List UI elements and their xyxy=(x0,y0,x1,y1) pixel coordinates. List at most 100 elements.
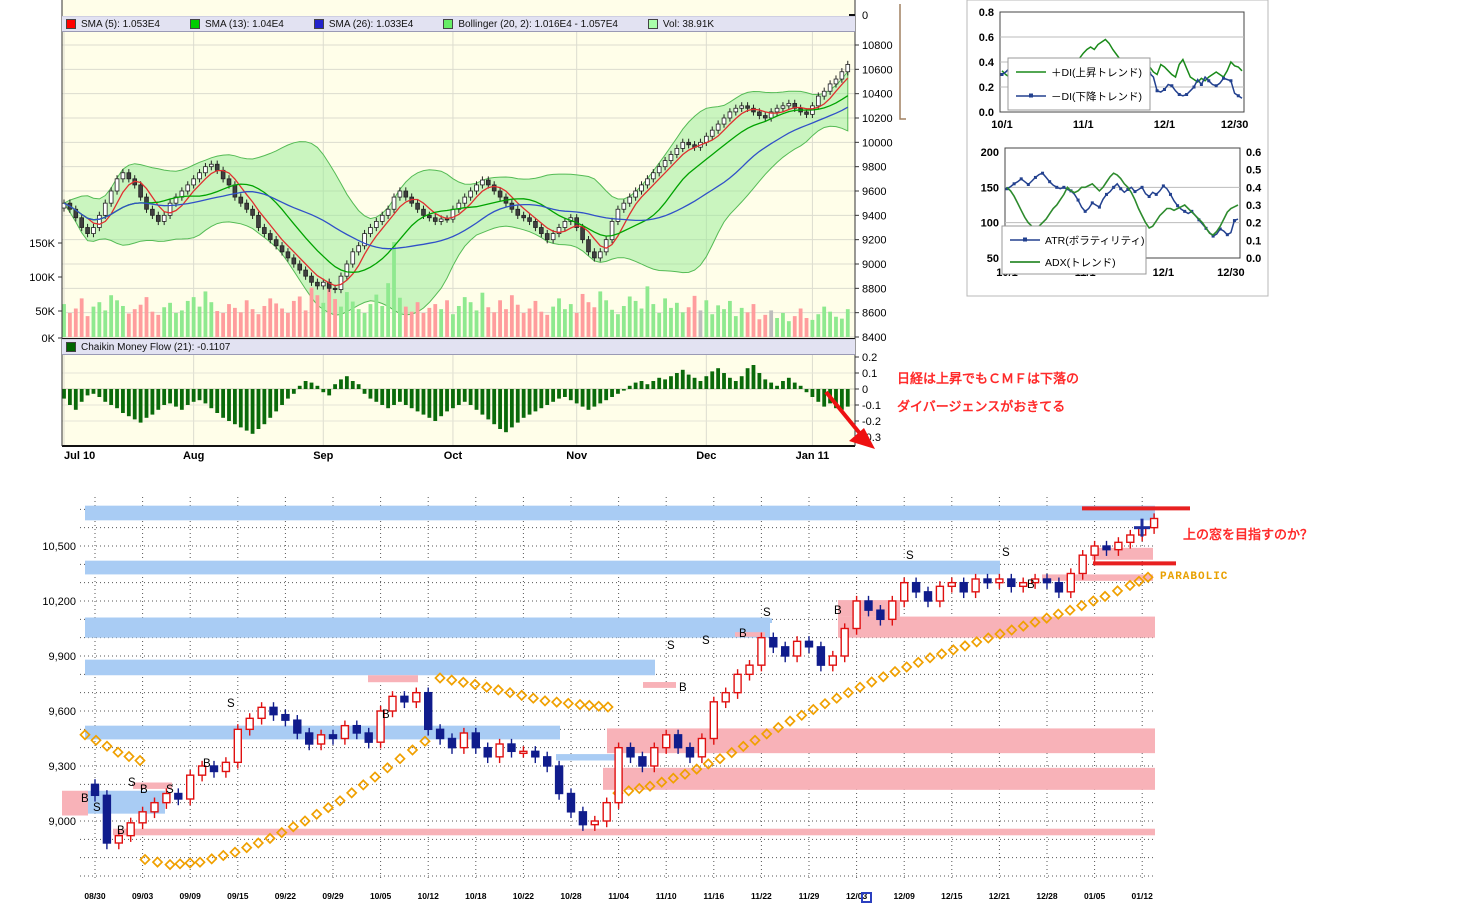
candle xyxy=(344,263,350,277)
volume-bar xyxy=(162,307,167,337)
candle xyxy=(614,746,623,804)
volume-bar xyxy=(533,300,538,337)
cmf-bar xyxy=(162,389,167,405)
axis-label: 0.1 xyxy=(1246,235,1261,247)
signal-B: B xyxy=(382,709,390,721)
cmf-bar xyxy=(138,389,143,423)
candle xyxy=(792,103,798,109)
sar-dot xyxy=(947,644,960,656)
candle xyxy=(845,64,851,73)
volume-bar xyxy=(769,310,774,337)
divergence-note-line2: ダイバージェンスがおきてる xyxy=(897,399,1066,414)
candle xyxy=(203,166,208,174)
candle xyxy=(592,251,597,259)
month-label: Aug xyxy=(183,450,204,462)
pink-band xyxy=(62,790,88,816)
candle xyxy=(668,154,674,161)
candle xyxy=(852,600,861,630)
cmf-bar xyxy=(674,373,679,389)
pink-band xyxy=(603,767,1155,790)
candle xyxy=(947,581,956,588)
candle xyxy=(626,746,635,758)
cmf-bar xyxy=(103,389,108,402)
candle xyxy=(900,581,909,602)
sar-dot xyxy=(1124,579,1136,592)
sar-dot xyxy=(492,684,505,696)
axis-label: 0K xyxy=(42,333,56,345)
cmf-bar xyxy=(327,389,332,396)
axis-label: 0.0 xyxy=(1246,253,1261,265)
sar-dot xyxy=(194,856,206,868)
axis-label: 9800 xyxy=(862,162,886,174)
cmf-bar xyxy=(698,381,703,389)
cmf-bar xyxy=(845,389,850,407)
sar-dot xyxy=(217,849,230,862)
volume-bar xyxy=(816,314,821,337)
cmf-bar xyxy=(621,389,626,391)
volume-bar xyxy=(356,309,361,337)
volume-bar xyxy=(604,300,609,337)
volume-bar xyxy=(227,304,231,337)
bottom-gridlines xyxy=(80,497,1155,878)
volume-bar xyxy=(297,296,302,337)
candle xyxy=(983,578,992,584)
cmf-bar xyxy=(610,389,614,397)
sar-dot xyxy=(574,698,586,711)
axis-label: 0.8 xyxy=(979,7,994,19)
date-label: 09/15 xyxy=(227,891,249,901)
adx-line xyxy=(1006,172,1239,236)
pink-band xyxy=(1092,547,1153,560)
sma13-label: SMA (13): 1.04E4 xyxy=(204,18,284,30)
sma5-label: SMA (5): 1.053E4 xyxy=(81,18,160,30)
volume-bar xyxy=(280,308,284,337)
volume-bar xyxy=(462,297,467,337)
cmf-bar xyxy=(592,389,597,407)
price-label: 10,500 xyxy=(42,541,76,553)
volume-bar xyxy=(126,313,131,337)
volume-bar xyxy=(109,295,114,337)
volume-bar xyxy=(515,304,520,337)
candle xyxy=(876,609,885,621)
candle xyxy=(85,227,90,234)
cmf-bar xyxy=(545,389,550,405)
cmf-bar xyxy=(757,373,762,389)
cmf-bar xyxy=(822,389,827,407)
axis-label: 10800 xyxy=(862,40,893,52)
volume-bar xyxy=(810,319,815,337)
date-label: 12/15 xyxy=(941,891,963,901)
date-label: 11/10 xyxy=(656,891,677,901)
candle xyxy=(374,221,379,228)
sar-dot xyxy=(240,841,253,854)
cmf-bar xyxy=(704,376,709,389)
candle xyxy=(221,761,231,773)
volume-bar xyxy=(663,298,667,337)
volume-bar xyxy=(439,309,444,337)
sar-dot xyxy=(322,801,335,814)
candle xyxy=(959,581,968,593)
sar-dot xyxy=(760,728,773,740)
candle xyxy=(438,218,444,222)
candle xyxy=(126,822,135,837)
cmf-bar xyxy=(686,374,691,389)
volume-bar xyxy=(828,311,832,337)
sar-dot xyxy=(924,652,936,664)
volume-bars xyxy=(62,242,850,337)
volume-bar xyxy=(521,312,526,337)
cmf-bar xyxy=(321,389,326,393)
signal-S: S xyxy=(667,640,675,652)
candle xyxy=(673,734,683,749)
candle xyxy=(432,217,438,222)
candle xyxy=(816,646,826,666)
candle xyxy=(233,728,243,764)
sar-dot xyxy=(334,795,346,807)
candle xyxy=(686,141,691,146)
candle xyxy=(400,695,409,703)
volume-bar xyxy=(674,302,679,337)
candle xyxy=(427,214,432,219)
volume-bar xyxy=(492,312,497,337)
candle xyxy=(639,184,644,192)
volume-bar xyxy=(415,302,420,337)
axis-label: 10000 xyxy=(862,137,893,149)
candle xyxy=(995,578,1004,584)
axis-label: 8600 xyxy=(862,308,886,320)
